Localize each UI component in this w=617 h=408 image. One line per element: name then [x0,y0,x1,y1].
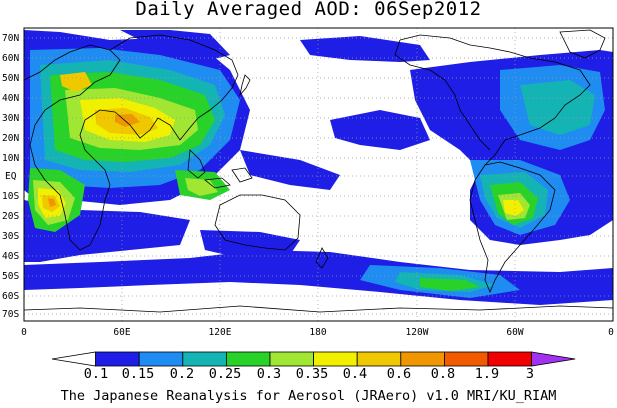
lat-label: 60S [2,291,19,302]
colorbar-segment [443,351,489,367]
colorbar-segment [400,351,445,367]
colorbar-label: 3 [525,366,535,382]
lat-label: 20S [2,211,19,222]
colorbar-label: 0.25 [208,366,242,382]
lat-label: 10N [2,153,19,164]
colorbar-label: 0.8 [430,366,456,382]
lat-label: 70N [2,33,19,44]
colorbar-segment [487,351,532,367]
colorbar-label: 1.9 [474,366,500,382]
lat-label: 20N [2,133,19,144]
colorbar-label: 0.3 [256,366,282,382]
lat-label: 40N [2,93,19,104]
colorbar-label: 0.2 [169,366,195,382]
lon-label: 180 [309,327,326,338]
lat-label: 50S [2,271,19,282]
lat-label: 40S [2,251,19,262]
lon-label: 120E [209,327,232,338]
colorbar-segment [95,351,140,367]
colorbar [51,351,576,367]
map-title: Daily Averaged AOD: 06Sep2012 [135,0,482,20]
colorbar-label: 0.4 [342,366,368,382]
colorbar-label: 0.6 [386,366,412,382]
colorbar-segment [51,351,96,367]
gridlines [24,28,613,321]
lat-label: 60N [2,53,19,64]
colorbar-segment [313,351,358,367]
lat-label: 10S [2,191,19,202]
lat-label: EQ [5,171,17,182]
lon-label: 0 [21,327,27,338]
lon-label: 60W [506,327,523,338]
lat-label: 50N [2,73,19,84]
coastlines [24,29,613,313]
colorbar-segment [225,351,271,367]
colorbar-label: 0.1 [83,366,109,382]
lat-labels: 70N 60N 50N 40N 30N 20N 10N EQ 10S 20S 3… [2,33,19,320]
colorbar-label: 0.15 [121,366,155,382]
lon-label: 0 [608,327,614,338]
aod-field [24,28,613,321]
colorbar-segment [182,351,227,367]
colorbar-segment [269,351,314,367]
footer-credit: The Japanese Reanalysis for Aerosol (JRA… [60,388,557,404]
lon-labels: 0 60E 120E 180 120W 60W 0 [21,327,614,338]
colorbar-label: 0.35 [295,366,329,382]
lat-label: 30S [2,231,19,242]
lon-label: 60E [113,327,130,338]
colorbar-segment [531,351,576,367]
colorbar-segment [356,351,402,367]
lat-label: 30N [2,113,19,124]
lat-label: 70S [2,309,19,320]
lon-label: 120W [406,327,429,338]
colorbar-segment [138,351,184,367]
